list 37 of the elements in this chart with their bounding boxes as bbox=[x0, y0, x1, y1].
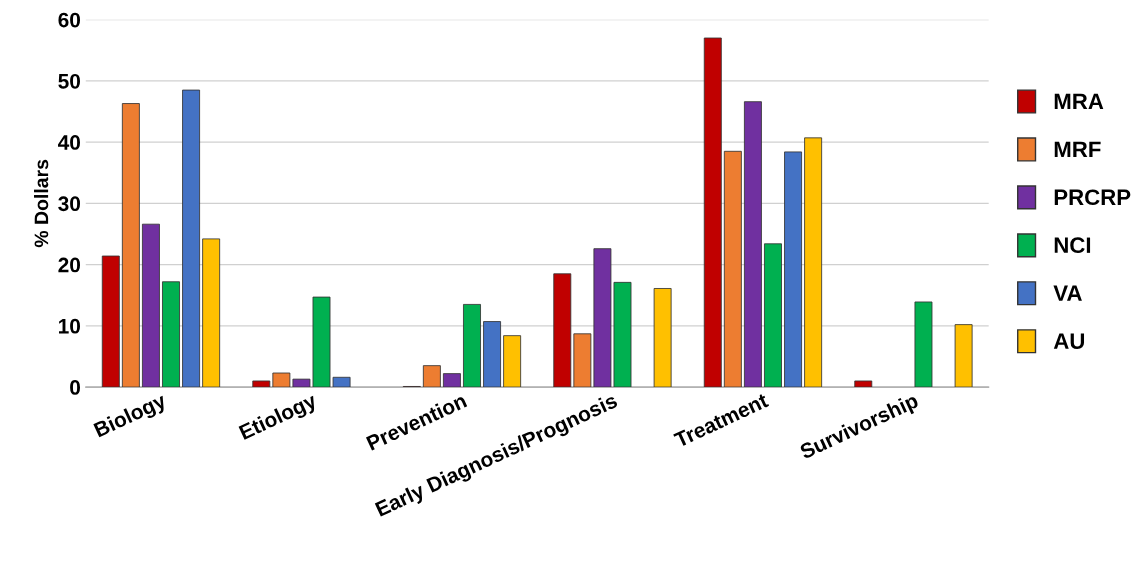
bar bbox=[914, 301, 933, 388]
bar bbox=[252, 380, 271, 388]
bar bbox=[804, 137, 823, 388]
bar bbox=[553, 273, 572, 388]
bar bbox=[463, 303, 481, 388]
y-tick-label: 30 bbox=[58, 196, 81, 212]
bar bbox=[743, 101, 762, 388]
bar bbox=[121, 103, 140, 388]
bar bbox=[101, 255, 120, 388]
y-axis-title: % Dollars bbox=[34, 159, 49, 248]
bar bbox=[854, 380, 873, 388]
bar bbox=[182, 89, 201, 388]
bar bbox=[784, 151, 802, 388]
bar bbox=[422, 365, 441, 388]
y-tick-label: 60 bbox=[58, 12, 81, 28]
bar bbox=[954, 324, 973, 388]
legend-label: PRCRP bbox=[1054, 189, 1131, 206]
y-tick-label: 0 bbox=[70, 380, 81, 395]
bar bbox=[141, 223, 160, 388]
bar bbox=[764, 243, 782, 388]
bar bbox=[483, 321, 502, 388]
bar bbox=[703, 37, 722, 388]
y-tick-label: 10 bbox=[59, 318, 81, 334]
legend-label: VA bbox=[1053, 285, 1082, 301]
y-tick-label: 40 bbox=[58, 135, 81, 150]
bar bbox=[202, 238, 221, 388]
y-tick-label: 50 bbox=[58, 73, 81, 89]
bar bbox=[503, 335, 522, 388]
bar bbox=[442, 373, 461, 388]
bar bbox=[162, 281, 180, 388]
legend-label: NCI bbox=[1054, 237, 1091, 254]
bar bbox=[723, 150, 742, 388]
legend-label: MRF bbox=[1054, 141, 1101, 157]
legend-label: MRA bbox=[1054, 93, 1104, 110]
legend-label: AU bbox=[1053, 333, 1085, 349]
y-tick-label: 20 bbox=[58, 257, 81, 273]
bar bbox=[653, 288, 672, 388]
